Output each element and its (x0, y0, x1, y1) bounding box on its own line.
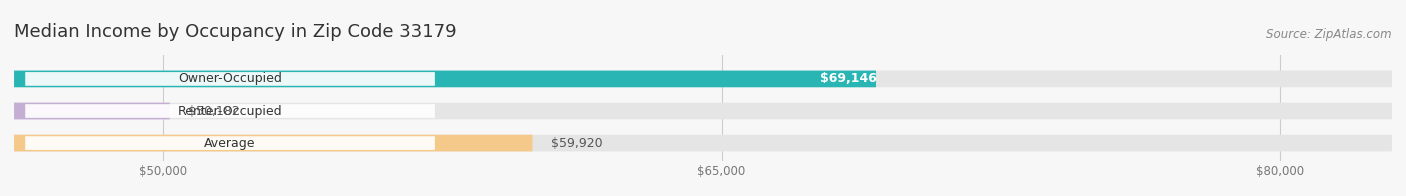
FancyBboxPatch shape (14, 103, 1392, 119)
FancyBboxPatch shape (14, 135, 1392, 152)
Text: $69,146: $69,146 (820, 73, 877, 85)
FancyBboxPatch shape (14, 135, 533, 152)
Text: Source: ZipAtlas.com: Source: ZipAtlas.com (1267, 28, 1392, 41)
Text: Average: Average (204, 137, 256, 150)
FancyBboxPatch shape (25, 104, 434, 118)
FancyBboxPatch shape (25, 72, 434, 86)
Text: Renter-Occupied: Renter-Occupied (177, 104, 283, 118)
Text: Median Income by Occupancy in Zip Code 33179: Median Income by Occupancy in Zip Code 3… (14, 23, 457, 41)
Text: Owner-Occupied: Owner-Occupied (179, 73, 283, 85)
FancyBboxPatch shape (14, 103, 170, 119)
Text: $59,920: $59,920 (551, 137, 603, 150)
Text: $50,182: $50,182 (188, 104, 240, 118)
FancyBboxPatch shape (14, 71, 1392, 87)
FancyBboxPatch shape (14, 71, 876, 87)
FancyBboxPatch shape (25, 136, 434, 150)
